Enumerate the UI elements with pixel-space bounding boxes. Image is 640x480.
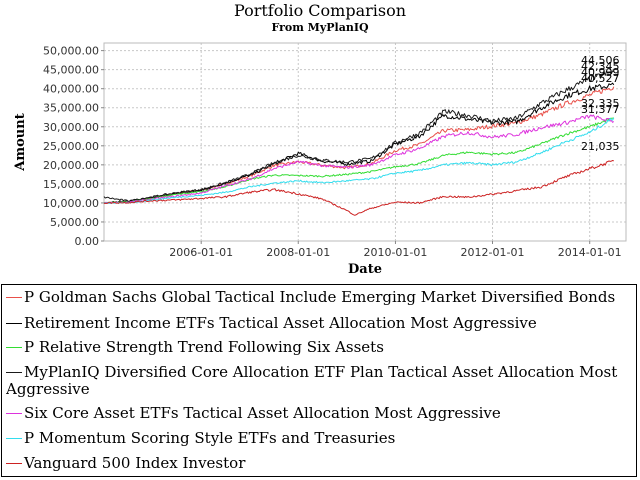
axes: 0.00 5,000.00 10,000.00 15,000.00 20,000.00 2… [43, 45, 622, 259]
y-axis-label: Amount [13, 113, 28, 171]
end-value-label: 44,506 [581, 54, 620, 67]
series-lines [103, 70, 615, 216]
y-tick-label: 0.00 [75, 235, 100, 248]
y-tick-label: 35,000.00 [43, 102, 99, 115]
legend-swatch [6, 296, 22, 298]
legend-swatch [6, 322, 22, 324]
y-tick-label: 40,000.00 [43, 83, 99, 96]
legend-swatch [6, 412, 22, 414]
series-line [103, 114, 615, 204]
y-tick-label: 20,000.00 [43, 159, 99, 172]
series-line [104, 82, 615, 204]
x-tick-label: 2012-01-01 [461, 246, 525, 259]
y-tick-label: 15,000.00 [43, 178, 99, 191]
legend-label: P Goldman Sachs Global Tactical Include … [24, 288, 616, 306]
grid [104, 43, 626, 242]
series-line [103, 117, 614, 204]
legend-label: P Relative Strength Trend Following Six … [24, 338, 384, 356]
y-tick-label: 25,000.00 [43, 140, 99, 153]
end-value-label: 40,527 [581, 72, 620, 85]
series-line [103, 117, 615, 204]
legend-label: Six Core Asset ETFs Tactical Asset Alloc… [24, 404, 501, 422]
legend-item: P Relative Strength Trend Following Six … [6, 339, 384, 356]
end-value-label: 32,335 [581, 97, 620, 110]
legend-label: MyPlanIQ Diversified Core Allocation ETF… [6, 364, 618, 398]
y-tick-label: 50,000.00 [43, 45, 99, 58]
y-tick-label: 5,000.00 [50, 216, 99, 229]
plot-area [103, 42, 627, 242]
chart-subtitle: From MyPlanIQ [271, 21, 369, 34]
legend-item: Vanguard 500 Index Investor [6, 455, 245, 472]
y-tick-label: 45,000.00 [43, 64, 99, 77]
legend-swatch [6, 346, 22, 348]
legend-label: Retirement Income ETFs Tactical Asset Al… [24, 314, 537, 332]
legend-item: P Momentum Scoring Style ETFs and Treasu… [6, 430, 395, 447]
y-tick-label: 10,000.00 [43, 197, 99, 210]
legend-item: P Goldman Sachs Global Tactical Include … [6, 289, 615, 306]
legend-swatch [6, 371, 22, 373]
series-line [103, 70, 615, 202]
legend-label: Vanguard 500 Index Investor [24, 454, 246, 472]
x-tick-label: 2006-01-01 [169, 246, 233, 259]
legend-item: Six Core Asset ETFs Tactical Asset Alloc… [6, 405, 501, 422]
legend: P Goldman Sachs Global Tactical Include … [1, 284, 637, 477]
y-tick-label: 30,000.00 [43, 121, 99, 134]
legend-item: MyPlanIQ Diversified Core Allocation ETF… [6, 364, 634, 400]
legend-label: P Momentum Scoring Style ETFs and Treasu… [24, 429, 396, 447]
x-axis-label: Date [348, 262, 382, 277]
end-value-label: 21,035 [581, 140, 620, 153]
chart-title: Portfolio Comparison [233, 1, 407, 20]
series-line [103, 160, 614, 216]
end-value-label: 31,377 [581, 103, 620, 116]
x-tick-label: 2014-01-01 [558, 246, 622, 259]
line-chart: 0.00 5,000.00 10,000.00 15,000.00 20,000.00 2… [13, 42, 627, 277]
legend-swatch [6, 462, 22, 464]
x-tick-label: 2010-01-01 [363, 246, 427, 259]
end-value-label: 42,345 [581, 60, 620, 73]
x-tick-label: 2008-01-01 [266, 246, 330, 259]
end-value-label: 40,999 [581, 66, 620, 79]
legend-swatch [6, 437, 22, 439]
legend-item: Retirement Income ETFs Tactical Asset Al… [6, 315, 537, 332]
